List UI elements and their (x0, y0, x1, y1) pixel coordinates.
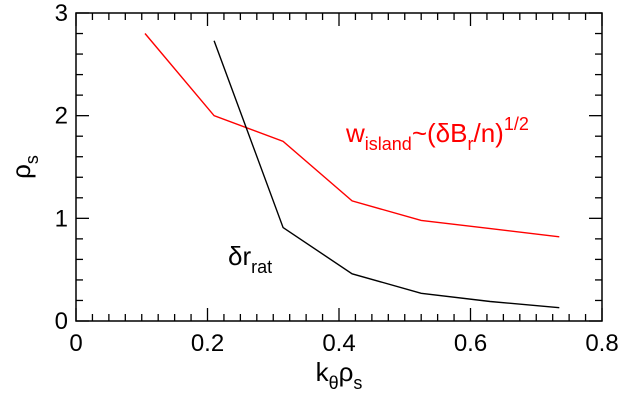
series-line-delta-r-rat (213, 40, 560, 309)
w-island-label-mid: ~(δB (412, 118, 468, 148)
delta-r-rat-label-sub: rat (251, 257, 272, 277)
w-island-label-w: w (345, 118, 365, 148)
series-layer (144, 33, 560, 309)
y-tick-label: 3 (55, 0, 68, 27)
series-line-w-island (144, 33, 560, 238)
x-axis-title-sub2: s (353, 373, 362, 393)
w-island-label-sub2: r (467, 134, 473, 154)
delta-r-rat-label: δrrat (228, 241, 272, 277)
x-tick-label: 0.6 (454, 330, 487, 357)
x-axis-title: kθρs (316, 357, 363, 393)
w-island-label-tail: /n) (473, 118, 503, 148)
x-axis-title-mid: ρ (339, 357, 354, 387)
plot-frame (75, 12, 603, 322)
x-tick-label: 0.4 (322, 330, 355, 357)
y-axis-title-sub: s (22, 155, 42, 164)
x-axis-title-sub1: θ (329, 373, 339, 393)
y-axis-title-main: ρ (6, 164, 36, 179)
tick-labels: 0 0.2 0.4 0.6 0.8 0 1 2 3 (55, 0, 619, 357)
y-tick-label: 2 (55, 103, 68, 130)
tick-marks (75, 12, 603, 322)
x-tick-label: 0.8 (585, 330, 618, 357)
w-island-label: wisland~(δBr/n)1/2 (345, 114, 529, 154)
w-island-label-sup: 1/2 (504, 114, 529, 134)
y-axis-title: ρs (6, 155, 42, 179)
delta-r-rat-label-main: δr (228, 241, 251, 271)
x-tick-label: 0 (69, 330, 82, 357)
x-axis-title-main: k (316, 357, 330, 387)
y-tick-label: 0 (55, 308, 68, 335)
w-island-label-sub: island (365, 134, 412, 154)
x-tick-label: 0.2 (191, 330, 224, 357)
y-tick-label: 1 (55, 205, 68, 232)
